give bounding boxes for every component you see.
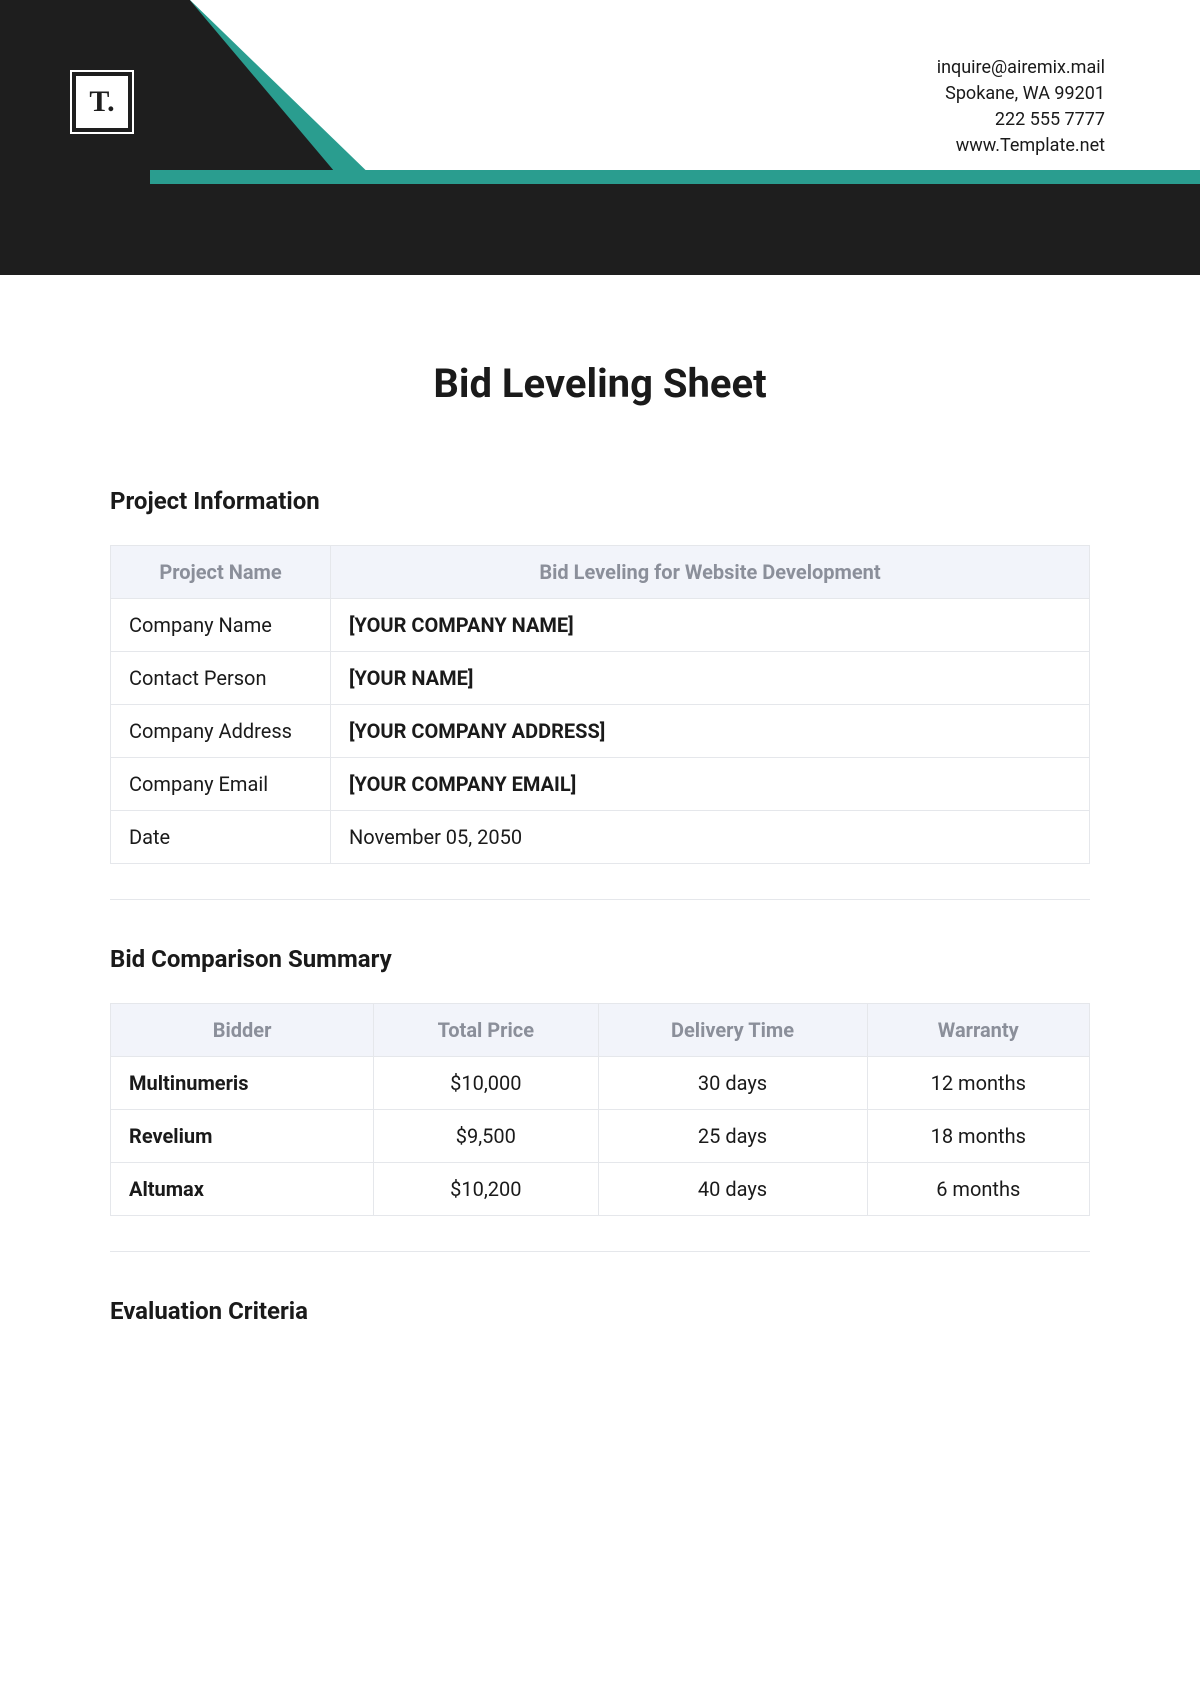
bidder-delivery: 30 days — [598, 1057, 867, 1110]
bidder-name: Multinumeris — [111, 1057, 374, 1110]
bidder-delivery: 40 days — [598, 1163, 867, 1216]
bidder-price: $10,200 — [374, 1163, 598, 1216]
bidder-price: $9,500 — [374, 1110, 598, 1163]
col-warranty: Warranty — [867, 1004, 1089, 1057]
table-row: Company Address [YOUR COMPANY ADDRESS] — [111, 705, 1090, 758]
info-value: [YOUR COMPANY NAME] — [331, 599, 1090, 652]
info-label: Date — [111, 811, 331, 864]
bidder-name: Revelium — [111, 1110, 374, 1163]
info-label: Company Email — [111, 758, 331, 811]
project-info-heading: Project Information — [110, 487, 1090, 515]
project-name-label: Project Name — [111, 546, 331, 599]
info-value: November 05, 2050 — [331, 811, 1090, 864]
project-info-table: Project Name Bid Leveling for Website De… — [110, 545, 1090, 864]
logo-frame: T. — [70, 70, 134, 134]
info-value: [YOUR COMPANY EMAIL] — [331, 758, 1090, 811]
table-row: Company Email [YOUR COMPANY EMAIL] — [111, 758, 1090, 811]
table-row: Altumax $10,200 40 days 6 months — [111, 1163, 1090, 1216]
logo-text: T. — [76, 76, 128, 128]
document-title: Bid Leveling Sheet — [110, 360, 1090, 407]
table-row: Company Name [YOUR COMPANY NAME] — [111, 599, 1090, 652]
bidder-price: $10,000 — [374, 1057, 598, 1110]
bidder-delivery: 25 days — [598, 1110, 867, 1163]
info-label: Company Name — [111, 599, 331, 652]
table-row: Date November 05, 2050 — [111, 811, 1090, 864]
col-price: Total Price — [374, 1004, 598, 1057]
contact-website: www.Template.net — [937, 133, 1105, 159]
document-content: Bid Leveling Sheet Project Information P… — [110, 360, 1090, 1355]
bidder-warranty: 6 months — [867, 1163, 1089, 1216]
header-teal-bar — [150, 170, 1200, 184]
info-value: [YOUR NAME] — [331, 652, 1090, 705]
bidder-warranty: 18 months — [867, 1110, 1089, 1163]
info-value: [YOUR COMPANY ADDRESS] — [331, 705, 1090, 758]
contact-address: Spokane, WA 99201 — [937, 81, 1105, 107]
table-row: Revelium $9,500 25 days 18 months — [111, 1110, 1090, 1163]
table-row: Multinumeris $10,000 30 days 12 months — [111, 1057, 1090, 1110]
section-divider — [110, 1251, 1090, 1252]
info-label: Company Address — [111, 705, 331, 758]
project-name-value: Bid Leveling for Website Development — [331, 546, 1090, 599]
comparison-header-row: Bidder Total Price Delivery Time Warrant… — [111, 1004, 1090, 1057]
col-delivery: Delivery Time — [598, 1004, 867, 1057]
project-info-header-row: Project Name Bid Leveling for Website De… — [111, 546, 1090, 599]
bid-comparison-table: Bidder Total Price Delivery Time Warrant… — [110, 1003, 1090, 1216]
evaluation-heading: Evaluation Criteria — [110, 1297, 1090, 1325]
contact-email: inquire@airemix.mail — [937, 55, 1105, 81]
section-divider — [110, 899, 1090, 900]
contact-phone: 222 555 7777 — [937, 107, 1105, 133]
table-row: Contact Person [YOUR NAME] — [111, 652, 1090, 705]
bidder-warranty: 12 months — [867, 1057, 1089, 1110]
info-label: Contact Person — [111, 652, 331, 705]
contact-info: inquire@airemix.mail Spokane, WA 99201 2… — [937, 55, 1105, 159]
col-bidder: Bidder — [111, 1004, 374, 1057]
bid-comparison-heading: Bid Comparison Summary — [110, 945, 1090, 973]
bidder-name: Altumax — [111, 1163, 374, 1216]
